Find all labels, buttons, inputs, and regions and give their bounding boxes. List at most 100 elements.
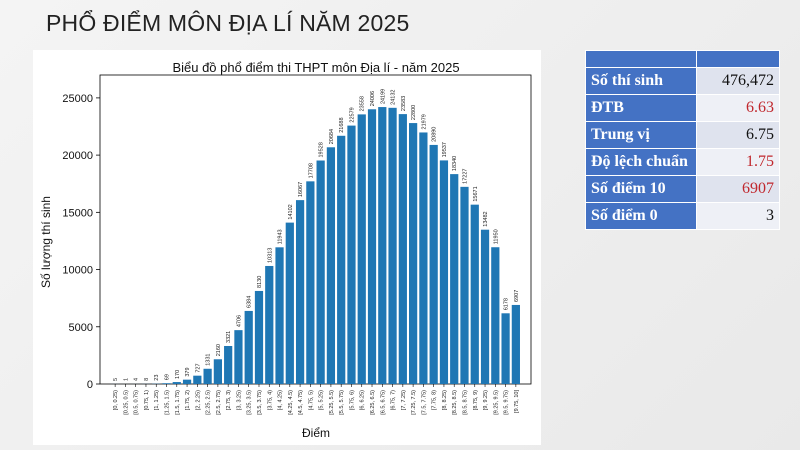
bar	[275, 247, 284, 384]
data-label: 15671	[473, 186, 479, 201]
x-tick-label: [0.75, 1)	[144, 390, 150, 410]
x-tick-label: [5, 5.25)	[319, 390, 325, 410]
data-label: 170	[175, 370, 181, 379]
stats-row: Trung vị 6.75	[585, 121, 780, 149]
data-label: 16067	[298, 182, 304, 197]
y-tick-label: 10000	[62, 265, 93, 277]
stats-row: Số thí sinh 476,472	[585, 67, 780, 95]
y-axis-label: Số lượng thí sinh	[39, 196, 53, 288]
data-label: 5	[113, 378, 119, 381]
bar	[285, 222, 294, 384]
data-label: 22579	[349, 107, 355, 122]
bar	[213, 359, 222, 384]
bar	[450, 174, 459, 384]
bar	[244, 310, 253, 384]
x-tick-label: [7.25, 7.5)	[411, 390, 417, 415]
x-tick-label: [3, 3.25)	[236, 390, 242, 410]
bar	[337, 135, 346, 384]
x-tick-label: [7.75, 8)	[432, 390, 438, 410]
data-label: 69	[165, 374, 171, 380]
data-label: 23583	[401, 96, 407, 111]
bar	[439, 160, 449, 384]
bar	[378, 107, 387, 384]
data-label: 24199	[380, 89, 386, 104]
bar	[470, 204, 479, 384]
x-tick-label: [1.25, 1.5)	[165, 390, 171, 415]
bar	[265, 265, 274, 384]
bar	[419, 132, 428, 384]
data-label: 23	[154, 375, 160, 381]
stats-row: ĐTB 6.63	[585, 94, 780, 122]
data-label: 379	[185, 367, 191, 376]
x-tick-label: [6.75, 7)	[391, 390, 397, 410]
y-tick-label: 25000	[62, 93, 93, 105]
bar	[388, 107, 397, 384]
x-tick-label: [3.75, 4)	[267, 390, 273, 410]
stat-value: 6.75	[696, 121, 780, 149]
y-tick-label: 5000	[69, 322, 93, 334]
x-tick-label: [1.75, 2)	[185, 390, 191, 410]
bar	[480, 229, 490, 384]
x-tick-label: [4.5, 4.75)	[298, 390, 304, 415]
page-title: PHỔ ĐIỂM MÔN ĐỊA LÍ NĂM 2025	[46, 10, 410, 36]
bar	[193, 375, 202, 384]
bar	[182, 379, 192, 384]
stats-table: Số thí sinh 476,472 ĐTB 6.63 Trung vị 6.75 Độ …	[585, 50, 780, 230]
x-axis-label: Điểm	[302, 426, 330, 440]
y-tick-label: 0	[87, 379, 93, 391]
data-label: 18340	[452, 156, 458, 171]
x-tick-label: [1.5, 1.75)	[175, 390, 181, 415]
data-label: 6178	[504, 298, 510, 310]
x-tick-label: [5.5, 5.75)	[339, 390, 345, 415]
bar	[398, 114, 407, 385]
data-label: 10313	[267, 248, 273, 263]
bar	[172, 382, 181, 384]
x-tick-label: [8.5, 8.75)	[462, 390, 468, 415]
bar	[460, 186, 469, 384]
x-tick-label: [9.75, 10]	[514, 390, 520, 413]
data-label: 3321	[226, 331, 232, 343]
stat-label: Độ lệch chuẩn	[585, 148, 697, 176]
data-label: 1	[123, 378, 129, 381]
bar-chart: Biểu đồ phổ điểm thi THPT môn Địa lí - n…	[39, 60, 532, 440]
stats-row: Số điểm 10 6907	[585, 175, 780, 203]
x-tick-label: [2.5, 2.75)	[216, 390, 222, 415]
data-label: 20890	[432, 127, 438, 142]
bar	[203, 368, 212, 384]
bar	[357, 114, 366, 384]
data-label: 6384	[247, 296, 253, 308]
x-tick-label: [4.75, 5)	[308, 390, 314, 410]
stat-value: 6907	[696, 175, 780, 203]
data-label: 19537	[442, 142, 448, 157]
stat-value: 1.75	[696, 148, 780, 176]
stats-row: Độ lệch chuẩn 1.75	[585, 148, 780, 176]
data-label: 11950	[493, 229, 499, 244]
bar	[316, 160, 325, 384]
data-label: 8	[144, 378, 150, 381]
bar	[491, 247, 500, 384]
x-tick-label: [6.25, 6.5)	[370, 390, 376, 415]
stat-label: Số điểm 10	[585, 175, 697, 203]
chart-title: Biểu đồ phổ điểm thi THPT môn Địa lí - n…	[172, 60, 459, 75]
chart-panel: Biểu đồ phổ điểm thi THPT môn Địa lí - n…	[33, 50, 541, 445]
x-tick-label: [7.5, 7.75)	[421, 390, 427, 415]
data-label: 14102	[288, 204, 294, 219]
data-label: 22800	[411, 105, 417, 120]
data-label: 11943	[278, 229, 284, 244]
y-tick-label: 20000	[62, 150, 93, 162]
x-tick-label: [2, 2.25)	[195, 390, 201, 410]
bar	[234, 330, 243, 384]
bar	[511, 304, 520, 384]
x-tick-label: [2.75, 3)	[226, 390, 232, 410]
bar	[429, 144, 438, 384]
x-tick-label: [8.25, 8.5)	[452, 390, 458, 415]
bar	[409, 123, 418, 385]
data-label: 1331	[206, 354, 212, 366]
x-tick-label: [0.25, 0.5)	[123, 390, 129, 415]
x-tick-label: [8, 8.25)	[442, 390, 448, 410]
x-tick-label: [8.75, 9)	[473, 390, 479, 410]
bar	[295, 200, 305, 384]
stats-header-row	[585, 50, 780, 68]
x-tick-label: [2.25, 2.5)	[206, 390, 212, 415]
